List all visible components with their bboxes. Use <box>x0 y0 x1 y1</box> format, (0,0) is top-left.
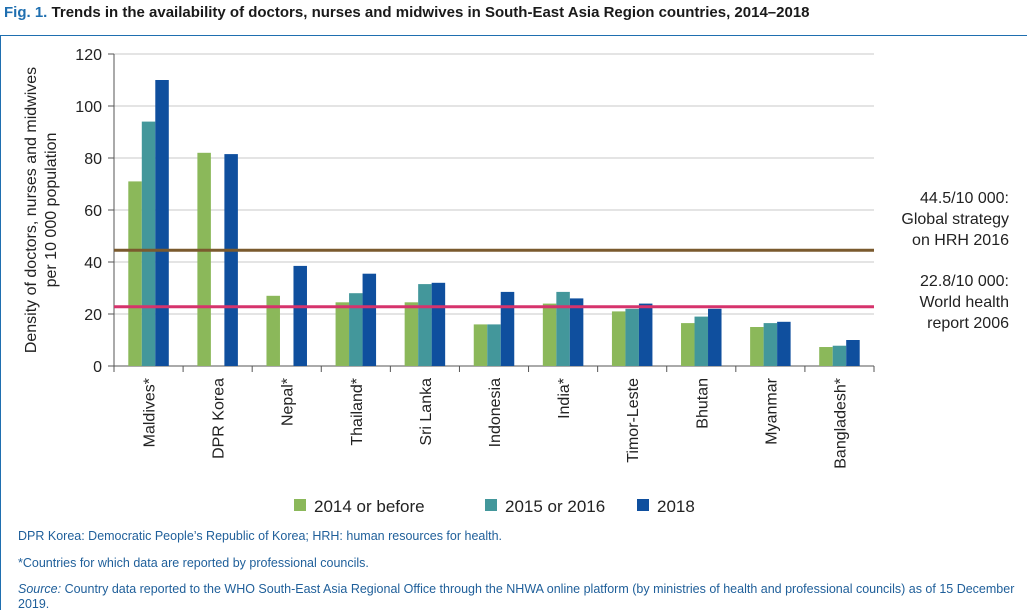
x-tick-label: Bangladesh* <box>832 378 849 469</box>
x-tick-label: Maldives* <box>142 378 159 447</box>
y-tick-label: 60 <box>84 203 102 220</box>
bar-2018 <box>638 303 653 366</box>
bar-2015-or-2016 <box>625 308 639 366</box>
bar-2018 <box>500 291 515 366</box>
x-tick-label: Indonesia <box>487 378 504 447</box>
y-axis-label: Density of doctors, nurses and midwives <box>23 67 40 353</box>
bar-2018 <box>431 282 446 366</box>
bar-2014-or-before <box>681 323 695 366</box>
bar-2014-or-before <box>197 152 211 366</box>
x-tick-label: Thailand* <box>349 378 366 446</box>
bar-2018 <box>846 340 860 366</box>
bar-2014-or-before <box>473 324 488 366</box>
x-tick-label: DPR Korea <box>211 378 228 459</box>
reference-line-label: World health <box>919 294 1009 311</box>
y-tick-label: 20 <box>84 307 102 324</box>
bar-2014-or-before <box>404 302 419 366</box>
y-tick-label: 100 <box>75 99 102 116</box>
bar-2014-or-before <box>611 311 626 366</box>
frame-left-border <box>0 35 1 610</box>
legend-swatch <box>637 499 649 511</box>
source-label: Source: <box>18 582 62 596</box>
bar-2014-or-before <box>750 327 764 366</box>
y-tick-label: 0 <box>93 359 102 376</box>
bar-2014-or-before <box>335 302 350 366</box>
figure-title: Fig. 1. Trends in the availability of do… <box>4 4 810 21</box>
bar-2018 <box>155 80 169 366</box>
x-tick-label: Bhutan <box>694 378 711 429</box>
figure-title-text: Trends in the availability of doctors, n… <box>51 4 810 21</box>
y-tick-label: 40 <box>84 255 102 272</box>
legend-swatch <box>485 499 497 511</box>
abbreviation-note: DPR Korea: Democratic People’s Republic … <box>18 529 503 543</box>
figure-number: Fig. 1. <box>4 4 48 21</box>
bar-2015-or-2016 <box>763 323 778 366</box>
reference-line-label: 22.8/10 000: <box>920 273 1009 290</box>
bar-2014-or-before <box>266 295 280 366</box>
y-tick-label: 120 <box>75 47 102 64</box>
source-note: Source: Country data reported to the WHO… <box>18 582 1018 612</box>
bar-2018 <box>293 265 307 366</box>
legend-label: 2015 or 2016 <box>505 497 605 516</box>
bar-2018 <box>224 154 238 366</box>
bar-2015-or-2016 <box>487 324 501 366</box>
reference-line-label: on HRH 2016 <box>912 232 1009 249</box>
x-tick-label: Nepal* <box>280 378 297 426</box>
bar-2014-or-before <box>542 303 557 366</box>
bar-2015-or-2016 <box>694 316 709 366</box>
y-axis-label: per 10 000 population <box>43 133 60 288</box>
bar-2018 <box>569 298 584 366</box>
bar-2018 <box>777 321 791 366</box>
x-tick-label: Sri Lanka <box>418 378 435 446</box>
legend-label: 2014 or before <box>314 497 425 516</box>
bar-2018 <box>362 273 377 366</box>
x-tick-label: India* <box>556 378 573 419</box>
title-divider <box>0 35 1027 36</box>
bar-2015-or-2016 <box>556 291 570 366</box>
legend-label: 2018 <box>657 497 695 516</box>
reference-line-label: report 2006 <box>927 315 1009 332</box>
reference-line-label: Global strategy <box>901 211 1009 228</box>
x-tick-label: Timor-Leste <box>625 378 642 463</box>
source-text: Country data reported to the WHO South-E… <box>18 582 1015 611</box>
asterisk-note: *Countries for which data are reported b… <box>18 556 369 570</box>
bar-2015-or-2016 <box>141 121 156 366</box>
bar-2015-or-2016 <box>349 293 363 366</box>
bar-2015-or-2016 <box>832 345 847 366</box>
bar-2014-or-before <box>128 181 142 366</box>
x-tick-label: Myanmar <box>763 377 780 444</box>
legend-swatch <box>294 499 306 511</box>
y-tick-label: 80 <box>84 151 102 168</box>
bar-2018 <box>708 308 722 366</box>
reference-line-label: 44.5/10 000: <box>920 190 1009 207</box>
bar-2015-or-2016 <box>418 284 432 366</box>
bar-2014-or-before <box>819 347 833 366</box>
